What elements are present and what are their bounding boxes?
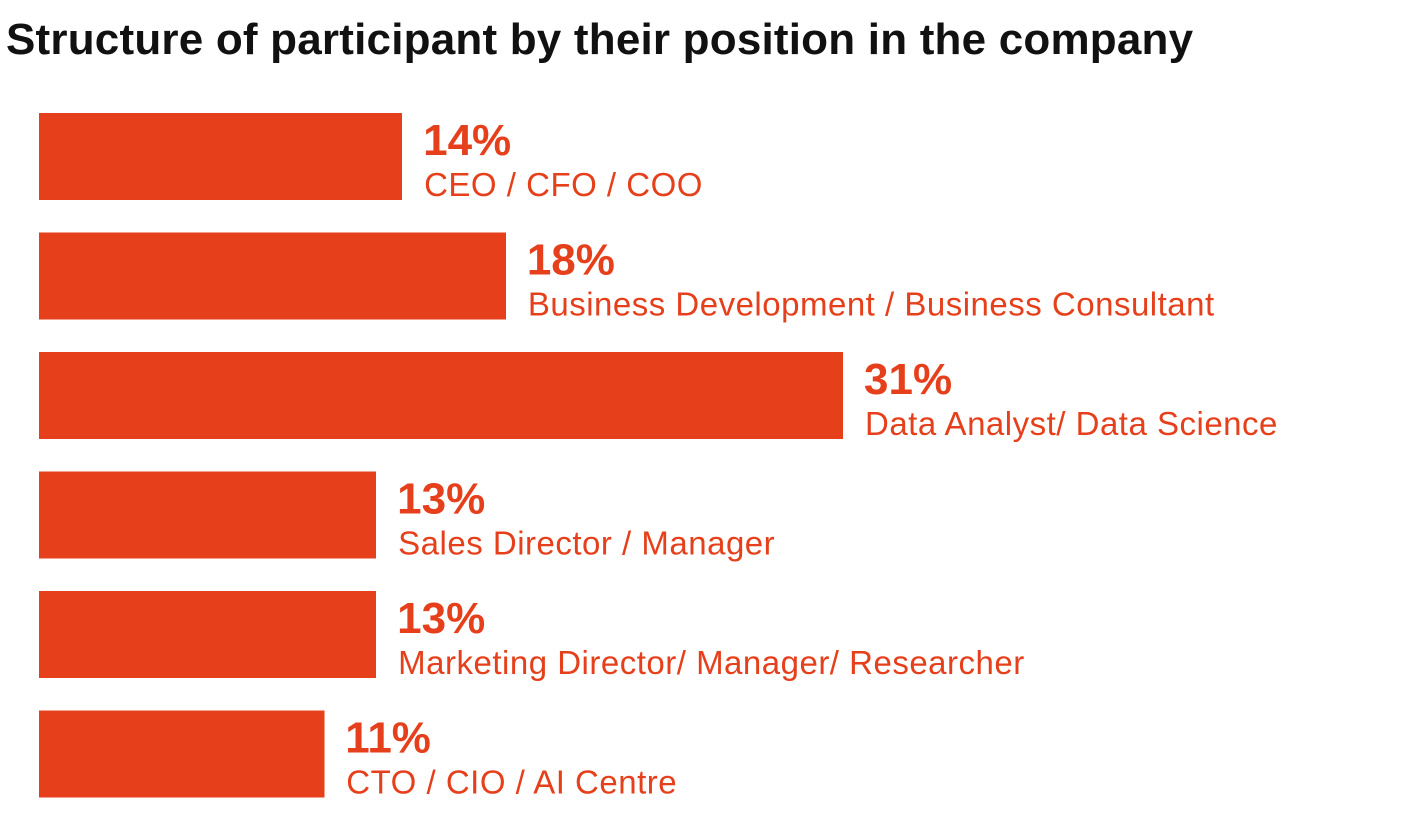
bar-6 <box>39 710 325 798</box>
bar-3 <box>39 352 843 439</box>
category-label-2: Business Development / Business Consulta… <box>528 286 1215 323</box>
category-label-1: CEO / CFO / COO <box>424 166 703 203</box>
value-label-2: 18% <box>527 236 615 285</box>
category-label-3: Data Analyst/ Data Science <box>865 405 1278 442</box>
chart-title: Structure of participant by their positi… <box>6 15 1194 64</box>
category-label-5: Marketing Director/ Manager/ Researcher <box>398 644 1025 681</box>
category-label-6: CTO / CIO / AI Centre <box>346 764 677 801</box>
value-label-3: 31% <box>864 355 952 404</box>
bar-5 <box>39 591 377 678</box>
value-label-6: 11% <box>345 714 431 763</box>
category-label-4: Sales Director / Manager <box>398 525 775 562</box>
value-label-5: 13% <box>397 594 485 643</box>
bar-2 <box>39 232 506 320</box>
bar-1 <box>39 113 403 200</box>
bar-4 <box>39 471 377 559</box>
value-label-4: 13% <box>397 475 485 524</box>
value-label-1: 14% <box>423 116 511 165</box>
